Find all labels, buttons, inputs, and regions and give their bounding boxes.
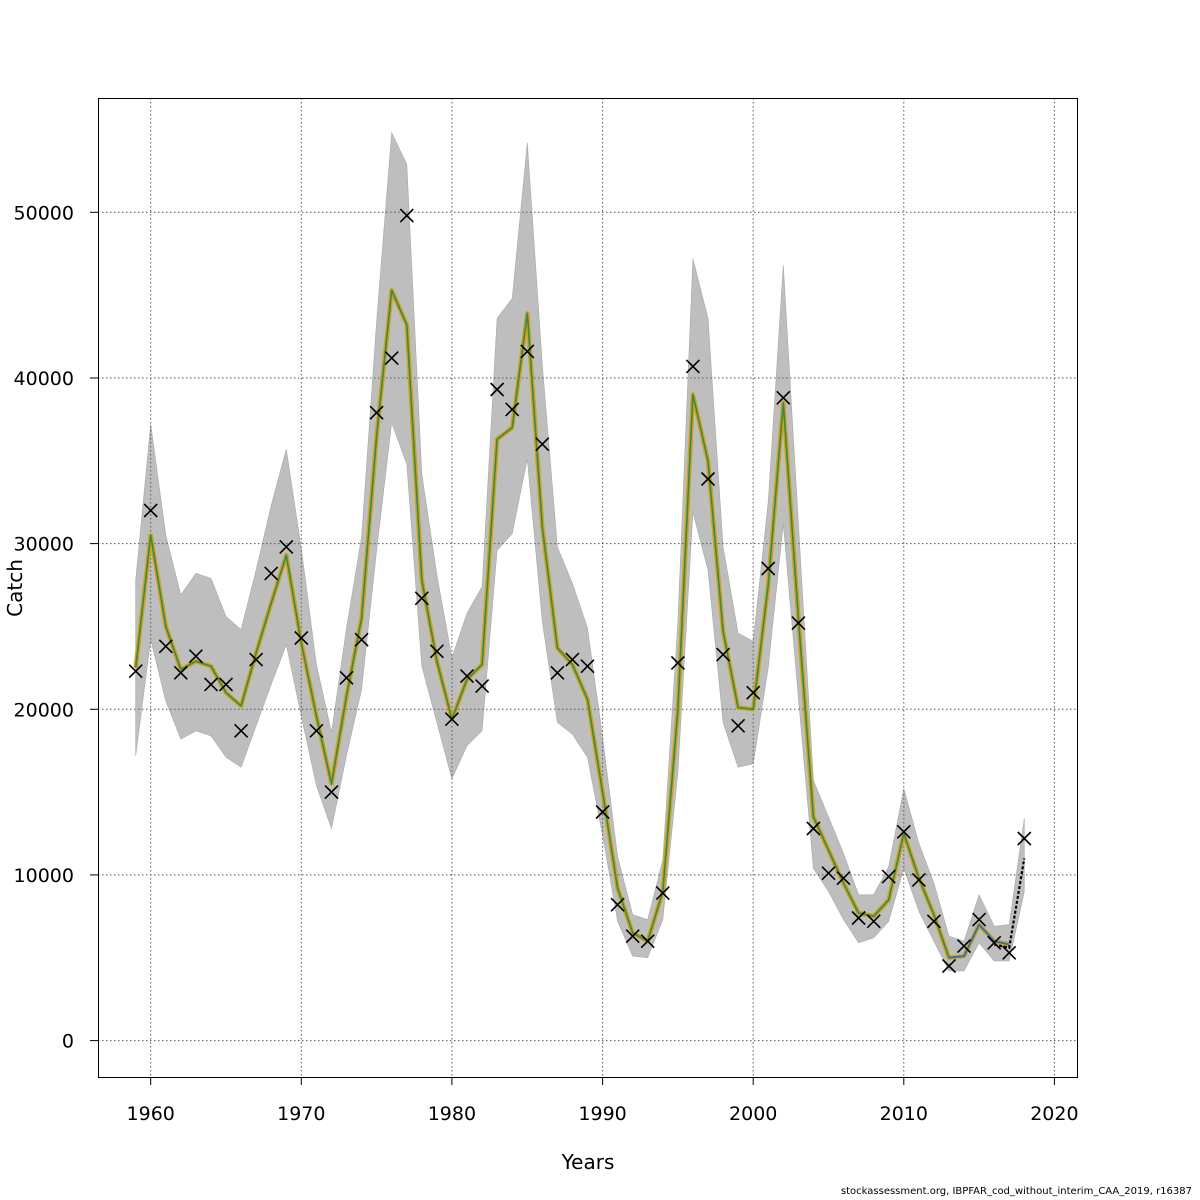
x-tick-label: 1960: [127, 1103, 175, 1125]
observed-point: [881, 869, 896, 884]
fitted-lines: [133, 287, 1026, 960]
observed-point: [249, 652, 264, 667]
x-tick-label: 1990: [578, 1103, 626, 1125]
y-tick-label: 30000: [14, 534, 74, 556]
observed-point: [580, 659, 595, 674]
plot-frame: [98, 98, 1078, 1078]
gridlines: [98, 98, 1077, 1077]
observed-point: [218, 677, 234, 692]
observed-point: [776, 390, 791, 405]
observed-point: [565, 652, 580, 667]
observed-point: [143, 503, 158, 518]
x-tick-label: 1980: [428, 1103, 476, 1125]
y-tick-label: 50000: [14, 202, 74, 224]
fitted-line: [134, 289, 1010, 959]
observed-point: [731, 718, 746, 733]
observed-point: [490, 382, 505, 397]
observed-point: [550, 665, 565, 680]
observed-point: [670, 655, 685, 670]
observed-point: [279, 539, 294, 554]
observed-point: [203, 677, 219, 692]
observed-point: [309, 723, 324, 738]
observed-point: [505, 402, 520, 417]
y-tick-label: 0: [62, 1031, 74, 1053]
observed-point: [700, 471, 716, 487]
observed-point: [264, 566, 279, 581]
source-caption: stockassessment.org, IBPFAR_cod_without_…: [840, 1186, 1192, 1197]
observed-point: [354, 632, 369, 647]
y-tick-label: 20000: [14, 699, 74, 721]
observed-point: [911, 872, 926, 887]
observed-point: [429, 644, 444, 659]
observed-point: [384, 351, 399, 366]
y-axis-title: Catch: [3, 559, 27, 617]
observed-point: [926, 914, 941, 929]
projection-line: [993, 858, 1026, 950]
observed-point: [610, 897, 625, 912]
observed-point: [414, 591, 429, 606]
observed-point: [535, 437, 550, 452]
observed-point: [444, 712, 459, 727]
observed-point: [716, 647, 731, 662]
observed-point: [173, 665, 188, 680]
observed-point: [956, 939, 972, 954]
observed-point: [399, 208, 414, 223]
observed-point: [821, 866, 836, 881]
observed-point: [866, 914, 881, 929]
observed-point: [475, 679, 490, 694]
y-axis: 0 10000 20000 30000 40000 50000: [14, 202, 98, 1053]
observed-point: [128, 664, 143, 679]
observed-point: [851, 910, 866, 926]
x-axis: 1960 1970 1980 1990 2000 2010 2020: [127, 1077, 1079, 1125]
observed-point: [746, 685, 761, 700]
observed-point: [158, 639, 173, 654]
observed-point: [896, 824, 911, 839]
observed-point: [972, 912, 987, 927]
y-tick-label: 40000: [14, 368, 74, 390]
x-tick-label: 2000: [729, 1103, 777, 1125]
recent-fitted-line: [948, 923, 1010, 959]
observed-point: [987, 935, 1002, 950]
observed-point: [459, 669, 475, 684]
observed-point: [595, 804, 610, 820]
observed-point: [294, 630, 309, 646]
observed-point: [520, 344, 535, 359]
observed-points: [128, 208, 1032, 974]
observed-point: [685, 359, 700, 374]
observed-point: [1002, 945, 1017, 960]
observed-point: [806, 821, 821, 836]
observed-point: [655, 886, 670, 901]
x-axis-title: Years: [561, 1150, 615, 1174]
x-tick-label: 2010: [880, 1103, 928, 1125]
observed-point: [836, 871, 851, 886]
observed-point: [941, 958, 957, 974]
observed-point: [640, 934, 655, 949]
confidence-band: [135, 131, 1025, 972]
observed-point: [369, 405, 384, 420]
observed-point: [339, 670, 354, 685]
x-tick-label: 1970: [277, 1103, 325, 1125]
confidence-band-layer: [135, 131, 1025, 972]
observed-point: [791, 616, 806, 631]
observed-point: [761, 561, 776, 576]
x-tick-label: 2020: [1030, 1103, 1078, 1125]
observed-point: [324, 785, 339, 800]
observed-point: [1017, 831, 1032, 846]
observed-point: [188, 649, 203, 664]
y-tick-label: 10000: [14, 865, 74, 887]
observed-point: [234, 723, 249, 738]
observed-point: [625, 929, 640, 944]
